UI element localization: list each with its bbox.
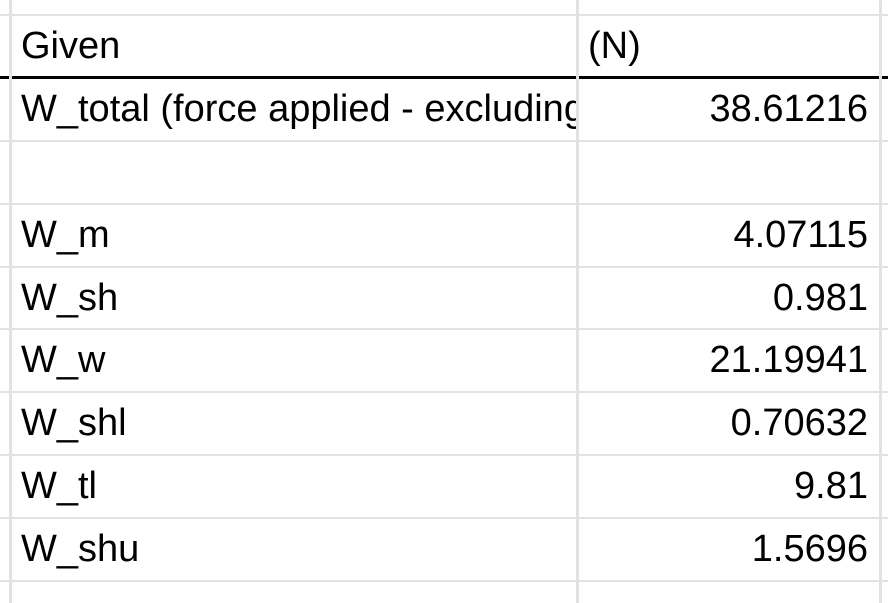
table-row: W_total (force applied - excluding 38.61…	[0, 79, 888, 142]
value-cell[interactable]: 38.61216	[580, 79, 869, 140]
value-cell[interactable]	[580, 142, 868, 203]
header-unit-cell[interactable]: (N)	[588, 16, 868, 76]
value-cell[interactable]: 1.5696	[580, 519, 868, 580]
cell-value: 1.5696	[751, 528, 868, 570]
table-row-empty	[0, 582, 888, 603]
column-divider	[9, 0, 12, 603]
column-divider	[576, 0, 579, 603]
cell-value: 0.981	[772, 276, 868, 319]
label-cell[interactable]: W_tl	[21, 456, 576, 517]
cell-label: W_m	[21, 214, 110, 256]
grid-top-line	[0, 14, 888, 16]
cell-value: 4.07115	[733, 214, 868, 256]
header-unit-label: (N)	[588, 24, 641, 67]
table-row	[0, 142, 888, 205]
table-row: W_m 4.07115	[0, 205, 888, 268]
cell-value: 9.81	[794, 465, 868, 507]
header-row: Given (N)	[0, 16, 888, 79]
cell-value: 21.19941	[709, 339, 869, 381]
cell-label: W_w	[21, 339, 106, 381]
table-row: W_shu 1.5696	[0, 519, 888, 582]
label-cell[interactable]: W_w	[21, 330, 576, 391]
value-cell[interactable]: 4.07115	[580, 205, 868, 266]
cell-value: 0.70632	[730, 402, 868, 444]
value-cell[interactable]: 9.81	[580, 456, 868, 517]
value-cell[interactable]: 0.70632	[580, 393, 868, 454]
cell-label: W_tl	[21, 465, 97, 507]
header-given-label: Given	[21, 24, 121, 67]
label-cell[interactable]: W_shl	[21, 393, 576, 454]
table-row: W_shl 0.70632	[0, 393, 888, 456]
table-row: W_w 21.19941	[0, 330, 888, 393]
label-cell[interactable]: W_sh	[21, 268, 576, 328]
label-cell[interactable]	[21, 142, 576, 203]
label-cell[interactable]: W_m	[21, 205, 576, 266]
cell-label: W_shl	[21, 402, 127, 444]
label-cell[interactable]: W_total (force applied - excluding	[21, 79, 576, 140]
cell-label: W_shu	[21, 528, 140, 570]
cell-label: W_total (force applied - excluding	[21, 88, 576, 130]
cell-label: W_sh	[21, 276, 119, 319]
label-cell[interactable]: W_shu	[21, 519, 576, 580]
table-row: W_tl 9.81	[0, 456, 888, 519]
column-divider	[879, 0, 882, 603]
header-given-cell[interactable]: Given	[21, 16, 576, 76]
value-cell[interactable]: 0.981	[580, 268, 868, 328]
table-row: W_sh 0.981	[0, 268, 888, 330]
value-cell[interactable]: 21.19941	[580, 330, 869, 391]
cell-value: 38.61216	[709, 88, 869, 130]
